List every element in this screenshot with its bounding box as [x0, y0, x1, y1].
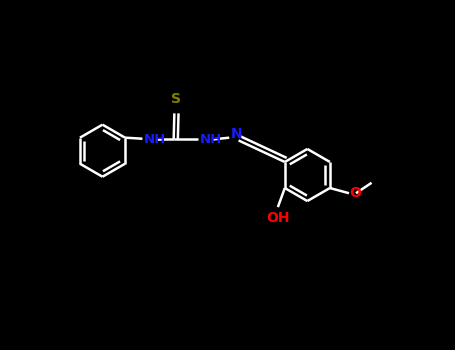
- Text: NH: NH: [144, 133, 167, 146]
- Text: NH: NH: [200, 133, 222, 146]
- Text: N: N: [231, 127, 243, 141]
- Text: OH: OH: [266, 211, 290, 225]
- Text: O: O: [350, 186, 362, 200]
- Text: S: S: [172, 92, 182, 106]
